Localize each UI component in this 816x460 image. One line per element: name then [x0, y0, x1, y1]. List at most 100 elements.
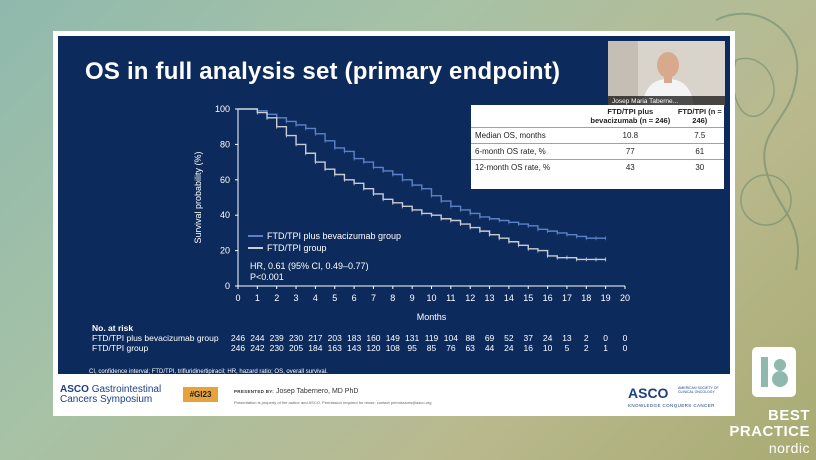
- x-tick-label: 12: [465, 293, 475, 303]
- y-axis-label: Survival probability (%): [193, 151, 203, 243]
- y-tick-label: 60: [220, 175, 230, 185]
- table-cell: 12-month OS rate, %: [471, 159, 585, 175]
- at-risk-value: 163: [327, 343, 342, 353]
- at-risk-value: 104: [443, 333, 458, 343]
- asco-logo-text: ASCO: [628, 385, 669, 401]
- x-tick-label: 8: [390, 293, 395, 303]
- table-header-empty: [471, 105, 585, 128]
- best-practice-logo-icon: [752, 347, 796, 397]
- asco-logo: ASCO AMERICAN SOCIETY OF CLINICAL ONCOLO…: [628, 385, 719, 408]
- at-risk-value: 230: [288, 333, 304, 343]
- at-risk-value: 13: [562, 333, 572, 343]
- x-tick-label: 13: [485, 293, 495, 303]
- asco-tagline: KNOWLEDGE CONQUERS CANCER: [628, 403, 715, 408]
- brand-line3: nordic: [768, 440, 810, 456]
- at-risk-value: 63: [465, 343, 475, 353]
- table-cell: 6-month OS rate, %: [471, 143, 585, 160]
- annotation-1: P<0.001: [250, 272, 284, 282]
- speaker-name-label: Josep Maria Taberne...: [608, 96, 725, 107]
- x-tick-label: 15: [523, 293, 533, 303]
- at-risk-value: 242: [250, 343, 265, 353]
- table-cell: Median OS, months: [471, 127, 585, 144]
- meeting-line2: Cancers Symposium: [60, 394, 153, 405]
- x-tick-label: 7: [371, 293, 376, 303]
- asco-society-name: AMERICAN SOCIETY OF CLINICAL ONCOLOGY: [678, 386, 719, 394]
- x-tick-label: 6: [352, 293, 357, 303]
- at-risk-title: No. at risk: [92, 323, 134, 333]
- asco-wordmark: ASCO: [60, 384, 89, 395]
- x-tick-label: 4: [313, 293, 318, 303]
- table-header-ctrl: FTD/TPI (n = 246): [677, 107, 722, 125]
- slide-content: OS in full analysis set (primary endpoin…: [58, 36, 730, 375]
- at-risk-value: 2: [583, 343, 589, 353]
- legend-label-1: FTD/TPI group: [267, 243, 327, 253]
- x-tick-label: 11: [446, 293, 455, 303]
- x-tick-label: 2: [274, 293, 279, 303]
- at-risk-value: 120: [366, 343, 381, 353]
- meeting-line1: Gastrointestinal: [91, 384, 162, 395]
- slide-footer: ASCO Gastrointestinal Cancers Symposium …: [58, 376, 730, 414]
- brand-line1: BEST: [767, 407, 810, 424]
- at-risk-value: 16: [523, 343, 533, 353]
- at-risk-value: 108: [385, 343, 400, 353]
- y-tick-label: 80: [220, 139, 230, 149]
- at-risk-value: 160: [366, 333, 381, 343]
- slide-title: OS in full analysis set (primary endpoin…: [85, 58, 561, 85]
- at-risk-value: 230: [269, 343, 284, 353]
- y-tick-label: 20: [220, 246, 230, 256]
- meeting-logo: ASCO Gastrointestinal Cancers Symposium: [60, 385, 161, 405]
- presenter-info: PRESENTED BY: Josep Tabernero, MD PhD: [234, 388, 358, 395]
- x-tick-label: 14: [504, 293, 514, 303]
- at-risk-value: 24: [504, 343, 514, 353]
- x-axis-label: Months: [417, 312, 447, 322]
- x-tick-label: 17: [562, 293, 572, 303]
- brand-line2: PRACTICE: [729, 423, 810, 440]
- table-cell: 43: [585, 159, 676, 175]
- at-risk-value: 131: [405, 333, 420, 343]
- km-chart: 0 1 2 3 4 5 6 7 8 9 10 11 12 13 14 15 16 17 18 19 2002040608…: [193, 104, 630, 322]
- at-risk-value: 76: [446, 343, 456, 353]
- y-tick-label: 0: [225, 281, 230, 291]
- at-risk-value: 203: [327, 333, 342, 343]
- at-risk-value: 143: [347, 343, 362, 353]
- x-tick-label: 10: [426, 293, 436, 303]
- at-risk-value: 217: [308, 333, 323, 343]
- y-tick-label: 40: [220, 210, 230, 220]
- x-tick-label: 16: [543, 293, 553, 303]
- x-tick-label: 3: [294, 293, 299, 303]
- table-row: 6-month OS rate, % 77 61: [471, 143, 724, 160]
- annotation-0: HR, 0.61 (95% CI, 0.49–0.77): [250, 261, 369, 271]
- at-risk-value: 205: [288, 343, 304, 353]
- table-cell: 10.8: [585, 127, 676, 144]
- series-line-1: [238, 108, 606, 261]
- x-tick-label: 20: [620, 293, 630, 303]
- x-tick-label: 0: [235, 293, 240, 303]
- hashtag-badge: #GI23: [183, 387, 218, 402]
- at-risk-label-ctrl: FTD/TPI group: [92, 343, 149, 353]
- at-risk-value: 37: [523, 333, 533, 343]
- at-risk-value: 149: [385, 333, 400, 343]
- slide-footnote: CI, confidence interval; FTD/TPI, triflu…: [89, 369, 328, 375]
- at-risk-value: 88: [465, 333, 475, 343]
- at-risk-value: 0: [603, 333, 608, 343]
- at-risk-value: 24: [542, 333, 553, 343]
- x-tick-label: 5: [332, 293, 337, 303]
- presentation-slide: OS in full analysis set (primary endpoin…: [53, 31, 735, 416]
- at-risk-value: 5: [564, 343, 570, 353]
- table-row: Median OS, months 10.8 7.5: [471, 127, 724, 144]
- x-tick-label: 1: [255, 293, 260, 303]
- rights-notice: Presentation is property of the author a…: [234, 400, 432, 405]
- at-risk-value: 0: [622, 343, 628, 353]
- at-risk-value: 52: [504, 333, 514, 343]
- table-cell: 61: [675, 143, 724, 160]
- best-practice-wordmark: BEST PRACTICE nordic: [710, 407, 810, 457]
- y-tick-label: 100: [215, 104, 230, 114]
- at-risk-value: 246: [230, 333, 246, 343]
- at-risk-label-bev: FTD/TPI plus bevacizumab group: [92, 333, 219, 343]
- table-header-bev: FTD/TPI plus bevacizumab (n = 246): [590, 107, 671, 125]
- at-risk-value: 0: [622, 333, 628, 343]
- at-risk-value: 239: [269, 333, 284, 343]
- table-cell: 77: [585, 143, 676, 160]
- at-risk-value: 119: [424, 333, 439, 343]
- at-risk-value: 2: [583, 333, 589, 343]
